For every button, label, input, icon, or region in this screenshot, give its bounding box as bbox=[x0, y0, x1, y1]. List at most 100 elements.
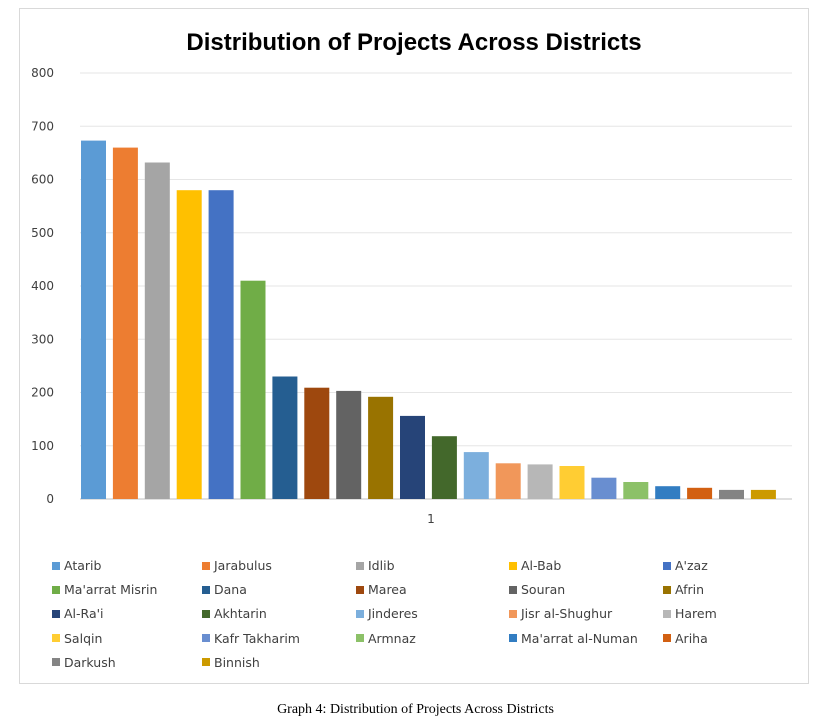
legend-item: Ariha bbox=[663, 631, 708, 646]
legend-item: Jisr al-Shughur bbox=[509, 606, 612, 621]
bar-jinderes bbox=[463, 452, 489, 499]
bar-jisr-al-shughur bbox=[495, 463, 521, 499]
legend-swatch bbox=[52, 561, 60, 570]
legend-label: Salqin bbox=[64, 630, 103, 646]
legend-item: Armnaz bbox=[356, 631, 416, 646]
legend-label: Dana bbox=[214, 582, 247, 598]
legend-item: Darkush bbox=[52, 655, 116, 670]
bar-a-zaz bbox=[208, 190, 234, 499]
legend-label: Marea bbox=[368, 582, 407, 598]
legend-label: Akhtarin bbox=[214, 606, 267, 622]
legend-item: Akhtarin bbox=[202, 606, 267, 621]
bar-al-bab bbox=[176, 190, 202, 499]
legend-label: Kafr Takharim bbox=[214, 630, 300, 646]
legend-swatch bbox=[356, 585, 364, 594]
legend-swatch bbox=[356, 561, 364, 570]
legend-swatch bbox=[509, 634, 517, 643]
legend-swatch bbox=[509, 561, 517, 570]
legend-label: Jarabulus bbox=[214, 558, 272, 573]
legend-swatch bbox=[52, 658, 60, 667]
bar-harem bbox=[527, 464, 553, 499]
y-tick-label: 700 bbox=[31, 119, 54, 133]
legend-swatch bbox=[202, 634, 210, 643]
legend-swatch bbox=[663, 585, 671, 594]
legend-item: Al-Ra'i bbox=[52, 606, 104, 621]
legend-swatch bbox=[509, 585, 517, 594]
legend-label: Darkush bbox=[64, 654, 116, 670]
legend-item: Ma'arrat al-Numan bbox=[509, 631, 638, 646]
legend-label: Jisr al-Shughur bbox=[521, 606, 613, 622]
bar-afrin bbox=[368, 396, 394, 499]
bar-marea bbox=[304, 387, 330, 499]
legend-label: Al-Ra'i bbox=[64, 606, 104, 622]
legend-label: Souran bbox=[521, 582, 566, 598]
y-tick-label: 600 bbox=[31, 173, 54, 187]
y-tick-label: 300 bbox=[31, 332, 54, 346]
legend-swatch bbox=[202, 585, 210, 594]
bar-ma-arrat-misrin bbox=[240, 280, 266, 499]
legend-swatch bbox=[202, 658, 210, 667]
legend-item: Kafr Takharim bbox=[202, 631, 300, 646]
bar-al-ra-i bbox=[400, 415, 425, 499]
x-category-label: 1 bbox=[427, 512, 435, 526]
bar-idlib bbox=[144, 162, 170, 499]
legend-label: Al-Bab bbox=[521, 558, 562, 573]
bar-armnaz bbox=[623, 482, 649, 499]
legend-item: Atarib bbox=[52, 558, 101, 573]
legend-label: A'zaz bbox=[675, 558, 708, 573]
y-tick-label: 200 bbox=[31, 386, 54, 400]
y-tick-label: 500 bbox=[31, 226, 54, 240]
legend-label: Afrin bbox=[675, 582, 705, 598]
legend-item: Dana bbox=[202, 582, 247, 597]
y-tick-label: 100 bbox=[31, 439, 54, 453]
legend-swatch bbox=[663, 634, 671, 643]
legend-swatch bbox=[356, 634, 364, 643]
legend-label: Binnish bbox=[214, 654, 260, 670]
bar-atarib bbox=[81, 140, 106, 499]
chart-title: Distribution of Projects Across District… bbox=[186, 29, 642, 56]
bar-jarabulus bbox=[112, 147, 138, 499]
legend-label: Harem bbox=[675, 606, 717, 622]
chart-frame: Distribution of Projects Across District… bbox=[19, 8, 809, 684]
legend-item: Al-Bab bbox=[509, 558, 561, 573]
bar-akhtarin bbox=[431, 436, 457, 499]
bar-souran bbox=[336, 390, 362, 499]
y-tick-label: 800 bbox=[31, 66, 54, 80]
y-tick-label: 400 bbox=[31, 279, 54, 293]
legend-item: Binnish bbox=[202, 655, 260, 670]
legend-item: Idlib bbox=[356, 558, 395, 573]
bar-ariha bbox=[687, 487, 713, 499]
bar-binnish bbox=[750, 489, 776, 499]
legend-swatch bbox=[52, 609, 60, 618]
bar-salqin bbox=[559, 466, 585, 499]
figure-caption: Graph 4: Distribution of Projects Across… bbox=[277, 702, 554, 717]
y-tick-label: 0 bbox=[46, 492, 54, 506]
legend-swatch bbox=[356, 609, 364, 618]
legend-item: Afrin bbox=[663, 582, 704, 597]
legend-label: Ariha bbox=[675, 630, 708, 646]
legend-swatch bbox=[52, 585, 60, 594]
legend-label: Atarib bbox=[64, 558, 102, 573]
bar-ma-arrat-al-numan bbox=[655, 486, 681, 499]
bar-chart: 0 100 200 300 400 500 600 700 800 1 bbox=[31, 66, 792, 526]
bar-dana bbox=[272, 376, 298, 499]
legend-swatch bbox=[663, 561, 671, 570]
legend-item: Ma'arrat Misrin bbox=[52, 582, 157, 597]
legend-item: Souran bbox=[509, 582, 565, 597]
legend-item: A'zaz bbox=[663, 558, 708, 573]
legend-swatch bbox=[509, 609, 517, 618]
bar-kafr-takharim bbox=[591, 477, 617, 499]
legend-item: Harem bbox=[663, 606, 717, 621]
legend-label: Idlib bbox=[368, 558, 395, 573]
legend-swatch bbox=[202, 609, 210, 618]
legend-swatch bbox=[202, 561, 210, 570]
legend-label: Jinderes bbox=[368, 606, 418, 622]
legend-item: Jarabulus bbox=[202, 558, 272, 573]
legend-item: Jinderes bbox=[356, 606, 418, 621]
legend-label: Armnaz bbox=[368, 630, 416, 646]
bar-darkush bbox=[719, 489, 744, 499]
legend-label: Ma'arrat al-Numan bbox=[521, 630, 638, 646]
legend-item: Marea bbox=[356, 582, 407, 597]
legend-swatch bbox=[663, 609, 671, 618]
legend-item: Salqin bbox=[52, 631, 102, 646]
